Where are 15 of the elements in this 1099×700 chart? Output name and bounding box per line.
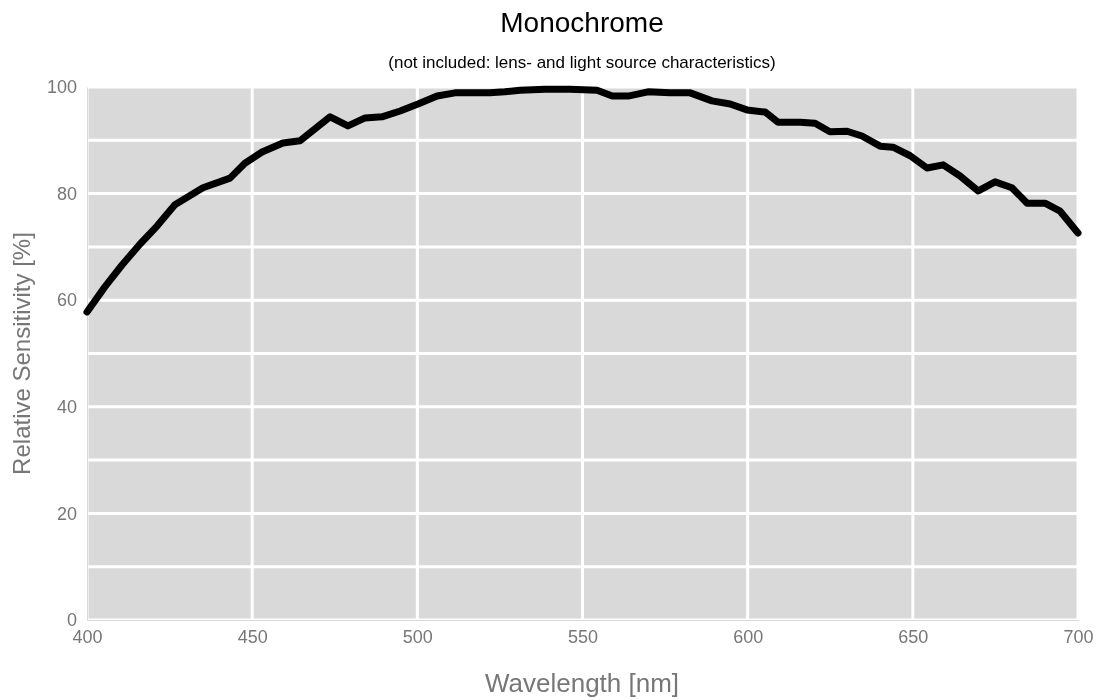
x-tick-label: 700 [1063,626,1094,647]
x-tick-label: 550 [567,626,599,647]
chart-subtitle: (not included: lens- and light source characteristics) [388,53,776,72]
y-axis-title: Relative Sensitivity [%] [8,232,35,475]
y-tick-label: 20 [56,503,77,524]
x-tick-label: 500 [402,626,433,647]
y-tick-label: 60 [56,290,77,311]
x-tick-label: 450 [237,626,268,647]
y-tick-label: 40 [56,397,77,418]
x-axis-title: Wavelength [nm] [484,668,680,698]
x-tick-label: 650 [898,626,929,647]
y-tick-label: 80 [56,183,77,204]
chart-title: Monochrome [500,7,664,38]
x-tick-label: 600 [733,626,764,647]
y-tick-label: 100 [46,77,77,98]
